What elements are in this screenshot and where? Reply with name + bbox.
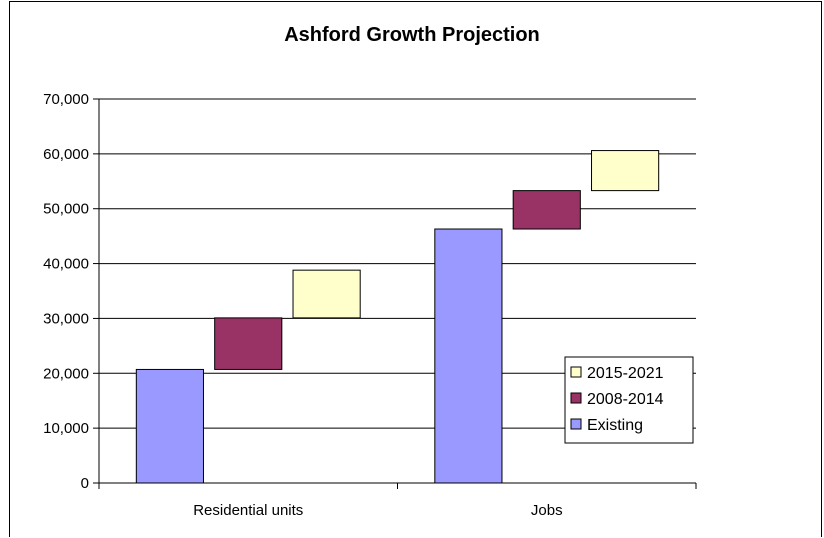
legend-swatch <box>570 366 582 378</box>
chart-frame <box>9 1 822 537</box>
y-tick-label: 20,000 <box>43 365 89 382</box>
y-tick-label: 70,000 <box>43 91 89 108</box>
legend-box <box>564 356 694 444</box>
x-tick-label: Jobs <box>531 502 563 519</box>
bar-existing <box>434 228 503 484</box>
bar-2008-2014 <box>214 317 283 370</box>
chart-title: Ashford Growth Projection <box>284 24 540 46</box>
legend: 2015-2021 2008-2014 Existing <box>564 356 694 444</box>
y-tick-label: 50,000 <box>43 201 89 218</box>
bars <box>135 150 660 484</box>
y-tick-label: 0 <box>81 475 89 492</box>
tick-labels: 0 10,000 20,000 30,000 40,000 50,000 60,000 70,… <box>43 91 562 519</box>
bar-2015-2021 <box>292 269 361 319</box>
legend-label: Existing <box>587 417 643 434</box>
y-tick-label: 10,000 <box>43 420 89 437</box>
bar-2008-2014 <box>512 190 581 230</box>
legend-label: 2015-2021 <box>587 365 664 382</box>
y-tick-label: 40,000 <box>43 256 89 273</box>
bar-2015-2021 <box>591 150 660 192</box>
x-tick-label: Residential units <box>193 502 303 519</box>
legend-swatch <box>570 392 582 404</box>
legend-label: 2008-2014 <box>587 391 664 408</box>
y-tick-label: 60,000 <box>43 146 89 163</box>
bar-existing <box>135 368 204 484</box>
y-tick-label: 30,000 <box>43 310 89 327</box>
legend-swatch <box>570 418 582 430</box>
